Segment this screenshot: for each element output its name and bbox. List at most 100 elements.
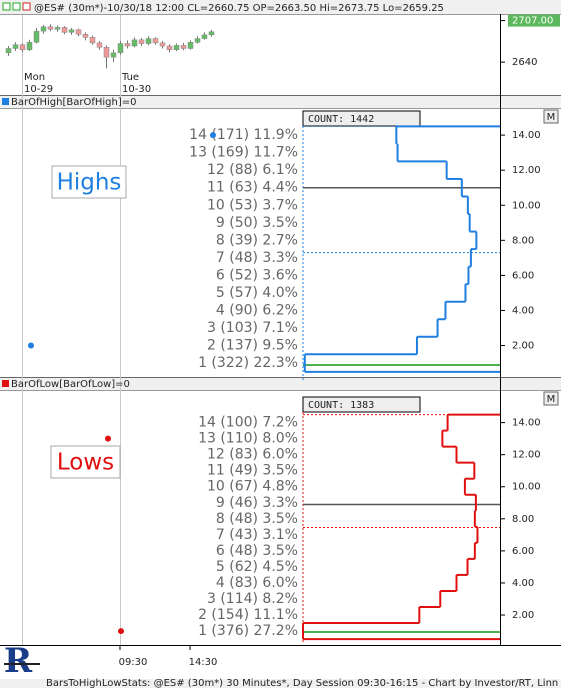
value-label: 8 (48) 3.5% <box>216 511 298 527</box>
point <box>118 628 124 635</box>
candle-body <box>47 26 54 30</box>
value-label: 6 (52) 3.6% <box>216 267 298 283</box>
x-tick-label: 14:30 <box>189 657 218 668</box>
y-tick-label: 10.00 <box>512 200 541 211</box>
date-label: Mon <box>24 72 45 83</box>
panel-button-label[interactable]: M <box>547 394 556 405</box>
y-tick-label: 2.00 <box>512 610 534 621</box>
count-box <box>302 110 421 127</box>
candle-body <box>26 42 33 50</box>
panel-header <box>0 96 561 108</box>
value-label: 5 (62) 4.5% <box>216 559 298 575</box>
date-label: 10-29 <box>24 84 53 95</box>
date-label: 10-30 <box>122 84 151 95</box>
value-label: 8 (39) 2.7% <box>216 232 298 248</box>
point <box>105 435 111 442</box>
panel-button[interactable] <box>543 109 559 124</box>
candle-body <box>68 29 75 33</box>
value-label: 12 (83) 6.0% <box>207 447 298 463</box>
count-box <box>302 396 421 413</box>
value-label: 7 (43) 3.1% <box>216 527 298 543</box>
candle-body <box>208 31 215 36</box>
value-label: 10 (67) 4.8% <box>207 479 298 495</box>
legend-swatch <box>2 380 9 387</box>
checkbox[interactable] <box>12 2 21 11</box>
candle-body <box>152 38 159 44</box>
candle-body <box>89 37 96 44</box>
value-label: 7 (48) 3.3% <box>216 250 298 266</box>
value-label: 4 (90) 6.2% <box>216 302 298 318</box>
value-label: 2 (137) 9.5% <box>207 338 298 354</box>
candle-body <box>159 42 166 47</box>
point <box>28 342 34 349</box>
y-tick-label: 2707.00 <box>512 16 553 27</box>
value-label: 4 (83) 6.0% <box>216 575 298 591</box>
panel-button[interactable] <box>543 391 559 406</box>
value-label: 10 (53) 3.7% <box>207 197 298 213</box>
count-label: COUNT: 1383 <box>308 400 374 411</box>
panel-header <box>0 378 561 390</box>
annotation-box <box>50 445 121 479</box>
checkbox[interactable] <box>2 2 11 11</box>
value-label: 11 (63) 4.4% <box>207 180 298 196</box>
candle-body <box>117 43 124 54</box>
y-tick-label: 8.00 <box>512 514 534 525</box>
value-label: 3 (114) 8.2% <box>207 591 298 607</box>
candle-body <box>12 44 19 49</box>
candle-body <box>54 27 61 30</box>
checkbox[interactable] <box>22 2 31 11</box>
chart-title: @ES# (30m*)-10/30/18 12:00 CL=2660.75 OP… <box>34 3 444 14</box>
y-tick-label: 2640 <box>512 57 537 68</box>
candle-body <box>138 39 145 44</box>
point <box>210 132 216 139</box>
y-tick-label: 14.00 <box>512 130 541 141</box>
legend-swatch <box>2 98 9 105</box>
value-label: 14 (171) 11.9% <box>189 127 298 143</box>
y-tick-label: 10.00 <box>512 482 541 493</box>
value-label: 11 (49) 3.5% <box>207 463 298 479</box>
title-bar <box>0 0 561 14</box>
value-label: 9 (46) 3.3% <box>216 495 298 511</box>
candle-body <box>187 42 194 49</box>
candle-body <box>19 44 26 50</box>
annotation: Highs <box>57 170 122 196</box>
value-label: 2 (154) 11.1% <box>198 607 298 623</box>
candle-body <box>194 38 201 43</box>
value-label: 13 (169) 11.7% <box>189 145 298 161</box>
value-label: 5 (57) 4.0% <box>216 285 298 301</box>
candle-body <box>110 52 117 58</box>
candle-body <box>5 48 12 54</box>
candle-body <box>124 43 131 47</box>
candle-body <box>201 34 208 39</box>
value-label: 1 (376) 27.2% <box>198 623 298 639</box>
y-tick-label: 12.00 <box>512 450 541 461</box>
value-label: 3 (103) 7.1% <box>207 320 298 336</box>
last-price-box <box>508 14 560 27</box>
x-tick-label: 09:30 <box>119 657 148 668</box>
candle-body <box>103 46 110 58</box>
y-tick-label: 6.00 <box>512 270 534 281</box>
candle-body <box>96 42 103 48</box>
candle-body <box>75 29 82 35</box>
date-label: Tue <box>121 72 139 83</box>
value-label: 6 (48) 3.5% <box>216 543 298 559</box>
annotation: Lows <box>57 450 114 476</box>
panel-title: BarOfLow[BarOfLow]=0 <box>11 379 130 390</box>
y-tick-label: 2.00 <box>512 341 534 352</box>
candle-body <box>33 30 40 43</box>
candle-body <box>173 45 180 50</box>
candle-body <box>131 39 138 47</box>
candle-body <box>82 33 89 38</box>
footer: BarsToHighLowStats: @ES# (30m*) 30 Minut… <box>46 678 561 688</box>
candle-body <box>61 27 68 33</box>
annotation-box <box>51 165 127 199</box>
y-tick-label: 8.00 <box>512 235 534 246</box>
panel-button-label[interactable]: M <box>547 112 556 123</box>
y-tick-label: 4.00 <box>512 578 534 589</box>
value-label: 9 (50) 3.5% <box>216 215 298 231</box>
candle-body <box>166 45 173 50</box>
candle-body <box>40 26 47 32</box>
panel-title: BarOfHigh[BarOfHigh]=0 <box>11 97 137 108</box>
candle-body <box>180 45 187 49</box>
value-label: 12 (88) 6.1% <box>207 162 298 178</box>
